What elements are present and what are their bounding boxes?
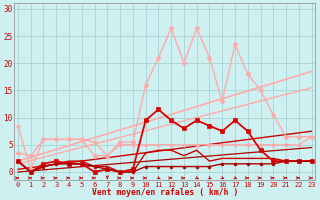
X-axis label: Vent moyen/en rafales ( km/h ): Vent moyen/en rafales ( km/h ) xyxy=(92,188,238,197)
